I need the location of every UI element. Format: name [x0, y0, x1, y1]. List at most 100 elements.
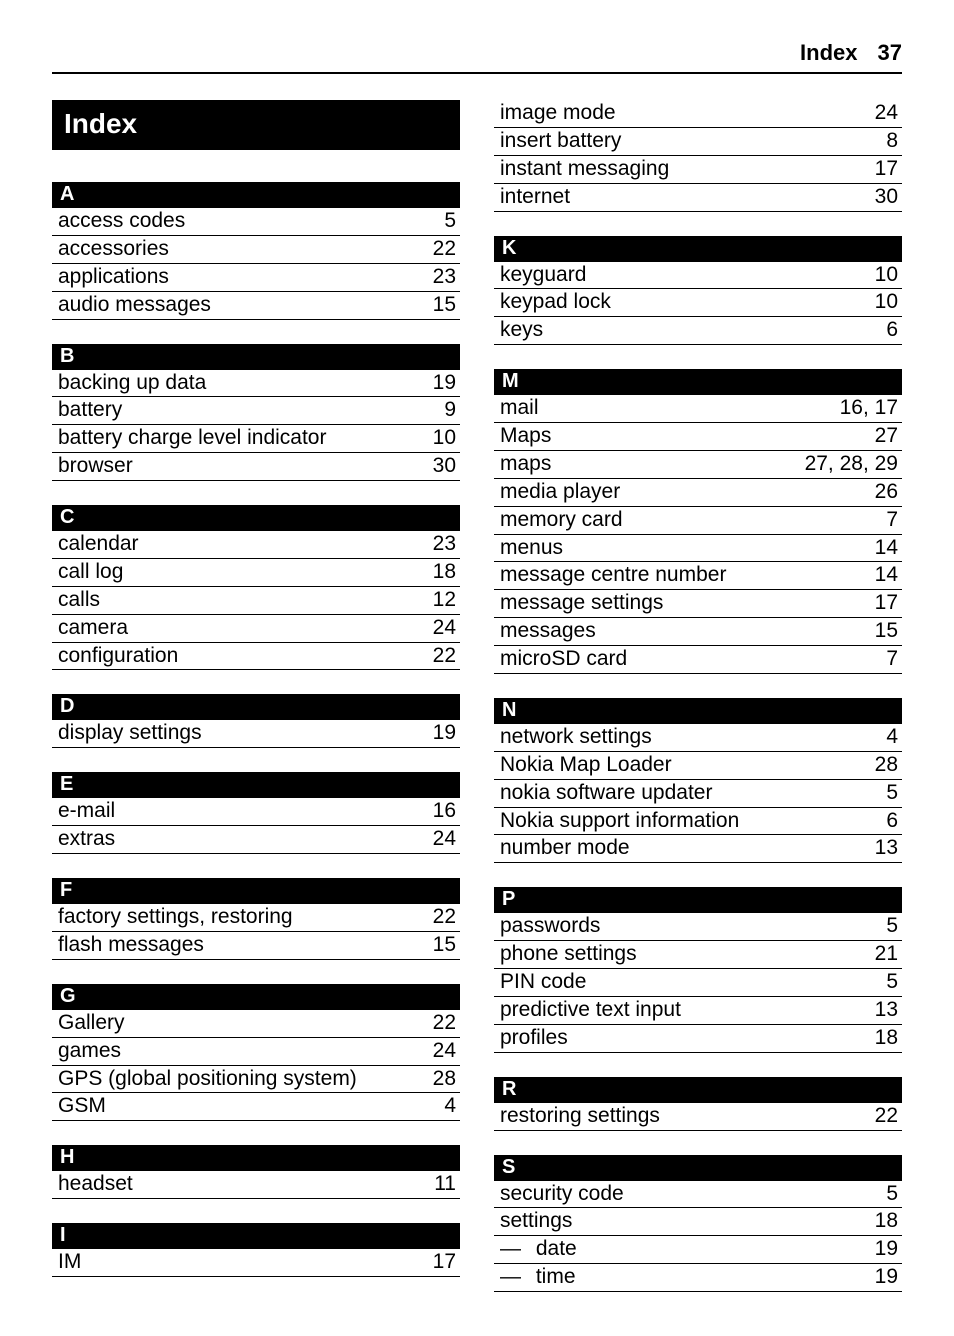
index-term: internet: [500, 184, 869, 211]
index-term: passwords: [500, 913, 880, 940]
index-term: instant messaging: [500, 156, 869, 183]
index-entry: keys6: [494, 317, 902, 345]
index-pages: 14: [869, 562, 898, 589]
index-term: memory card: [500, 507, 880, 534]
index-pages: 7: [880, 507, 898, 534]
index-term: mail: [500, 395, 834, 422]
index-term: profiles: [500, 1025, 869, 1052]
index-term: predictive text input: [500, 997, 869, 1024]
index-letter-heading: N: [494, 698, 902, 724]
header-section: Index: [800, 40, 857, 66]
index-entry: GPS (global positioning system)28: [52, 1066, 460, 1094]
index-entry: headset11: [52, 1171, 460, 1199]
index-pages: 10: [869, 262, 898, 289]
index-term: messages: [500, 618, 869, 645]
index-pages: 6: [880, 808, 898, 835]
index-term: message settings: [500, 590, 869, 617]
index-pages: 24: [427, 826, 456, 853]
index-pages: 24: [427, 615, 456, 642]
index-term: call log: [58, 559, 427, 586]
index-group: Ppasswords5phone settings21PIN code5pred…: [494, 887, 902, 1052]
index-letter-heading: M: [494, 369, 902, 395]
index-pages: 28: [427, 1066, 456, 1093]
index-entry: menus14: [494, 535, 902, 563]
index-pages: 28: [869, 752, 898, 779]
index-pages: 13: [869, 835, 898, 862]
index-entry: keyguard10: [494, 262, 902, 290]
index-term: message centre number: [500, 562, 869, 589]
index-term: Gallery: [58, 1010, 427, 1037]
index-pages: 10: [427, 425, 456, 452]
index-pages: 6: [880, 317, 898, 344]
index-pages: 22: [427, 1010, 456, 1037]
index-term: Nokia Map Loader: [500, 752, 869, 779]
index-pages: 16, 17: [834, 395, 898, 422]
index-term: security code: [500, 1181, 880, 1208]
index-group: Nnetwork settings4 Nokia Map Loader28noki…: [494, 698, 902, 863]
index-term: image mode: [500, 100, 869, 127]
index-pages: 13: [869, 997, 898, 1024]
index-entry: instant messaging17: [494, 156, 902, 184]
index-term: network settings: [500, 724, 880, 751]
index-entry: nokia software updater5: [494, 780, 902, 808]
index-entry: IM17: [52, 1249, 460, 1277]
index-term: battery charge level indicator: [58, 425, 427, 452]
index-letter-heading: R: [494, 1077, 902, 1103]
index-group: Rrestoring settings22: [494, 1077, 902, 1131]
index-pages: 10: [869, 289, 898, 316]
index-pages: 12: [427, 587, 456, 614]
index-pages: 23: [427, 264, 456, 291]
index-term: keypad lock: [500, 289, 869, 316]
index-entry: accessories22: [52, 236, 460, 264]
index-pages: 4: [880, 724, 898, 751]
index-group: Ssecurity code5settings18— date19— time1…: [494, 1155, 902, 1293]
index-group: GGallery22games24GPS (global positioning…: [52, 984, 460, 1122]
index-pages: 15: [869, 618, 898, 645]
index-letter-heading: C: [52, 505, 460, 531]
index-entry: number mode13: [494, 835, 902, 863]
index-pages: 18: [869, 1025, 898, 1052]
index-term: — date: [500, 1236, 869, 1263]
index-entry: security code5: [494, 1181, 902, 1209]
index-entry: memory card7: [494, 507, 902, 535]
index-pages: 14: [869, 535, 898, 562]
index-group: Ffactory settings, restoring22flash mess…: [52, 878, 460, 960]
index-term: factory settings, restoring: [58, 904, 427, 931]
index-entry: image mode24: [494, 100, 902, 128]
index-entry: extras24: [52, 826, 460, 854]
index-pages: 30: [427, 453, 456, 480]
index-columns: Index Aaccess codes5accessories22applica…: [52, 100, 902, 1316]
index-term: settings: [500, 1208, 869, 1235]
index-entry: profiles18: [494, 1025, 902, 1053]
index-entry: battery9: [52, 397, 460, 425]
index-entry: e-mail16: [52, 798, 460, 826]
index-term: IM: [58, 1249, 427, 1276]
index-pages: 17: [427, 1249, 456, 1276]
index-letter-heading: K: [494, 236, 902, 262]
index-pages: 19: [427, 720, 456, 747]
index-pages: 18: [869, 1208, 898, 1235]
index-term: accessories: [58, 236, 427, 263]
index-group: Ccalendar23call log18calls12camera24conf…: [52, 505, 460, 670]
index-letter-heading: D: [52, 694, 460, 720]
index-letter-heading: P: [494, 887, 902, 913]
index-entry: predictive text input13: [494, 997, 902, 1025]
index-entry: calendar23: [52, 531, 460, 559]
index-term: calls: [58, 587, 427, 614]
index-term: keys: [500, 317, 880, 344]
index-pages: 8: [880, 128, 898, 155]
index-entry: display settings19: [52, 720, 460, 748]
index-entry: factory settings, restoring22: [52, 904, 460, 932]
index-pages: 22: [427, 643, 456, 670]
index-pages: 30: [869, 184, 898, 211]
index-term: e-mail: [58, 798, 427, 825]
index-pages: 24: [869, 100, 898, 127]
index-pages: 19: [869, 1264, 898, 1291]
index-entry: calls12: [52, 587, 460, 615]
index-term: GPS (global positioning system): [58, 1066, 427, 1093]
index-entry: maps27, 28, 29: [494, 451, 902, 479]
subentry-dash: —: [500, 1236, 530, 1263]
index-term: extras: [58, 826, 427, 853]
index-entry: insert battery8: [494, 128, 902, 156]
index-group: Kkeyguard10keypad lock10keys6: [494, 236, 902, 346]
